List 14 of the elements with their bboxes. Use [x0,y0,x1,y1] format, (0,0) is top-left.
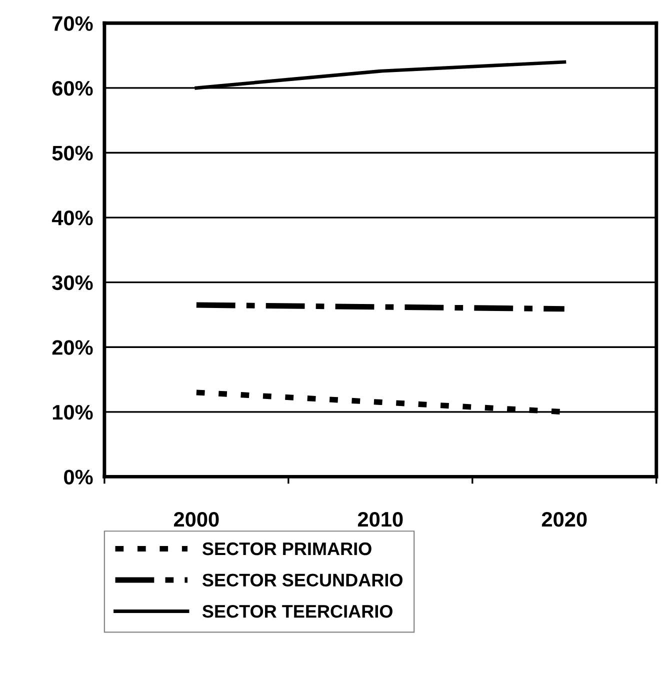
y-tick-label: 30% [52,275,93,290]
y-tick-label: 20% [52,340,93,355]
legend-label: SECTOR TEERCIARIO [202,604,392,618]
y-tick-label: 50% [52,146,93,160]
y-tick-label: 10% [52,404,93,420]
x-tick-label: 2020 [542,512,587,527]
x-tick-label: 2010 [358,512,403,527]
y-tick-label: 40% [52,210,93,226]
x-tick-label: 2000 [174,512,219,527]
legend-label: SECTOR PRIMARIO [202,542,372,556]
y-tick-label: 60% [52,80,93,96]
legend-label: SECTOR SECUNDARIO [202,574,402,586]
y-tick-label: 0% [64,470,93,484]
y-tick-label: 70% [52,16,93,31]
